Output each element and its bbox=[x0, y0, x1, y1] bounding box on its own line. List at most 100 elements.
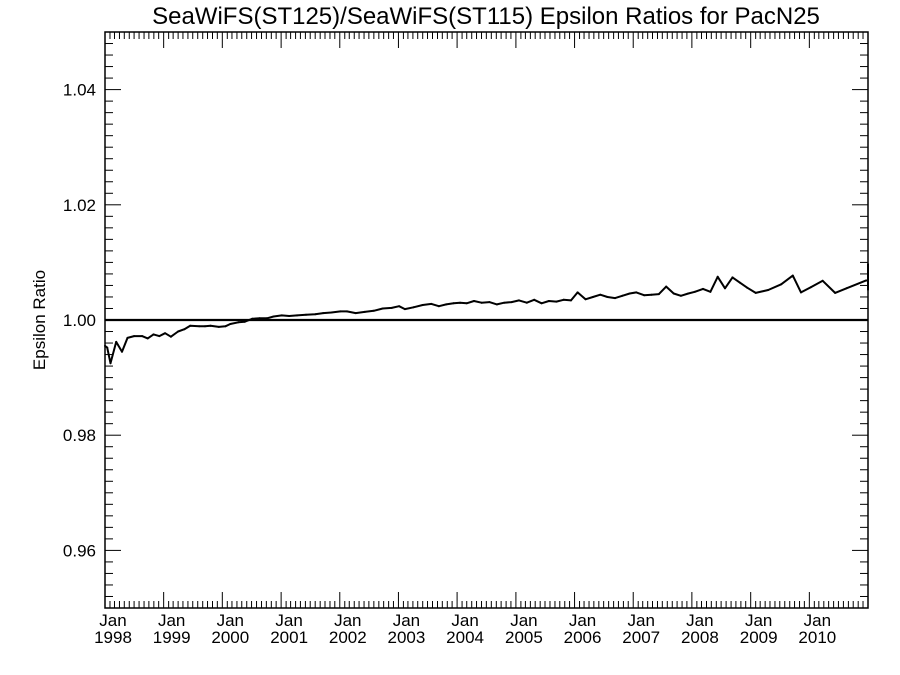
data-point bbox=[643, 294, 646, 297]
data-point bbox=[437, 305, 440, 308]
data-point bbox=[198, 325, 201, 328]
data-point bbox=[665, 285, 668, 288]
x-tick-label-month: Jan bbox=[451, 611, 478, 630]
x-tick-label-month: Jan bbox=[217, 611, 244, 630]
data-point bbox=[305, 313, 307, 316]
data-point bbox=[133, 335, 136, 338]
data-point bbox=[177, 330, 180, 333]
data-point bbox=[421, 304, 424, 306]
data-point bbox=[845, 287, 848, 290]
data-point bbox=[867, 263, 869, 266]
data-point bbox=[570, 299, 572, 302]
x-tick-label-year: 2009 bbox=[740, 628, 778, 647]
data-point bbox=[606, 296, 609, 298]
x-tick-label-year: 2003 bbox=[388, 628, 426, 647]
data-point bbox=[584, 298, 587, 301]
data-point bbox=[672, 292, 675, 295]
data-point bbox=[738, 281, 741, 284]
y-axis-ticks: 0.96 0.98 1.00 1.02 1.04 bbox=[63, 31, 868, 609]
data-point bbox=[164, 332, 167, 335]
data-point bbox=[867, 271, 869, 274]
data-point bbox=[452, 302, 455, 305]
series-line bbox=[104, 264, 869, 365]
y-tick-label: 1.00 bbox=[63, 311, 96, 330]
data-point bbox=[628, 292, 631, 295]
y-tick-label: 0.96 bbox=[63, 541, 96, 560]
data-point bbox=[158, 335, 161, 338]
x-tick-label-year: 2010 bbox=[798, 628, 836, 647]
data-point bbox=[272, 315, 275, 318]
data-point bbox=[403, 308, 406, 311]
data-point bbox=[533, 298, 536, 301]
y-tick-label: 0.98 bbox=[63, 426, 96, 445]
data-point bbox=[430, 302, 433, 305]
data-point bbox=[104, 344, 106, 347]
data-point bbox=[555, 300, 558, 303]
x-tick-label-year: 2006 bbox=[564, 628, 602, 647]
data-point bbox=[330, 311, 333, 314]
data-point bbox=[141, 335, 144, 338]
data-point bbox=[867, 267, 869, 270]
series-points bbox=[104, 263, 869, 365]
data-point bbox=[243, 320, 246, 323]
data-point bbox=[702, 287, 704, 290]
data-point bbox=[503, 301, 506, 304]
data-point bbox=[621, 294, 624, 297]
data-point bbox=[266, 317, 268, 320]
y-tick-label: 1.02 bbox=[63, 196, 96, 215]
data-point bbox=[354, 312, 357, 315]
x-tick-label-year: 1998 bbox=[94, 628, 132, 647]
data-point bbox=[867, 276, 869, 279]
data-point bbox=[510, 301, 513, 304]
data-point bbox=[115, 340, 118, 343]
data-point bbox=[465, 302, 468, 305]
x-tick-label-month: Jan bbox=[99, 611, 126, 630]
data-point bbox=[687, 292, 690, 295]
data-point bbox=[183, 328, 186, 331]
data-point bbox=[724, 287, 726, 290]
data-point bbox=[169, 335, 172, 338]
x-tick-label-month: Jan bbox=[158, 611, 185, 630]
data-point bbox=[767, 289, 770, 291]
x-tick-label-year: 2008 bbox=[681, 628, 719, 647]
x-tick-label-year: 2000 bbox=[211, 628, 249, 647]
data-point bbox=[346, 310, 348, 313]
data-point bbox=[339, 310, 342, 313]
data-point bbox=[126, 336, 129, 339]
data-point bbox=[679, 294, 682, 297]
data-point bbox=[709, 290, 712, 293]
data-point bbox=[398, 305, 401, 308]
data-point bbox=[251, 317, 254, 320]
data-point bbox=[809, 286, 812, 289]
x-tick-label-month: Jan bbox=[686, 611, 713, 630]
data-point bbox=[599, 293, 602, 296]
data-point bbox=[540, 302, 543, 305]
data-point bbox=[716, 275, 719, 278]
data-point bbox=[746, 286, 749, 289]
x-tick-label-month: Jan bbox=[804, 611, 831, 630]
data-point bbox=[657, 293, 660, 296]
data-point bbox=[591, 296, 594, 298]
data-point bbox=[867, 284, 869, 287]
data-point bbox=[867, 288, 869, 291]
x-tick-label-month: Jan bbox=[393, 611, 420, 630]
data-point bbox=[576, 291, 579, 294]
x-tick-label-year: 2007 bbox=[622, 628, 660, 647]
data-point bbox=[780, 283, 783, 286]
data-point bbox=[693, 290, 696, 293]
x-tick-label-month: Jan bbox=[510, 611, 537, 630]
data-point bbox=[480, 301, 483, 304]
data-point bbox=[390, 306, 393, 309]
data-point bbox=[800, 291, 802, 294]
data-point bbox=[488, 301, 491, 304]
data-point bbox=[412, 306, 415, 309]
data-point bbox=[731, 276, 734, 279]
data-point bbox=[296, 314, 298, 317]
data-point bbox=[209, 324, 212, 327]
x-tick-label-month: Jan bbox=[745, 611, 772, 630]
data-point bbox=[363, 310, 366, 313]
x-tick-label-year: 2002 bbox=[329, 628, 367, 647]
data-point bbox=[217, 325, 220, 328]
data-point bbox=[821, 279, 824, 282]
